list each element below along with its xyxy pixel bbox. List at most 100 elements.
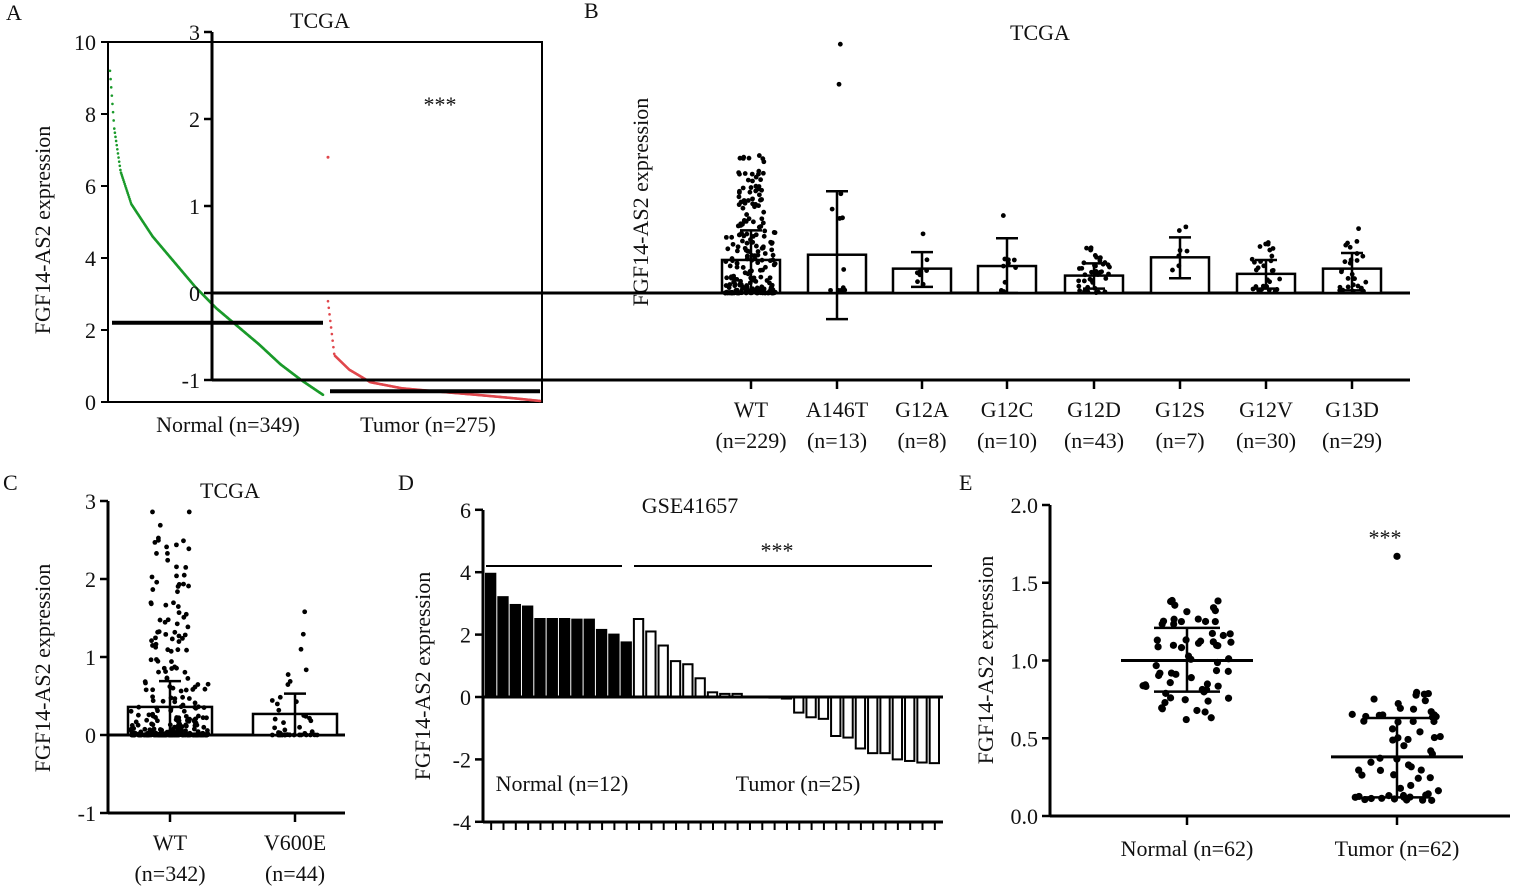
panel-label-b: B — [584, 0, 599, 23]
data-point — [744, 212, 750, 217]
data-point — [192, 704, 198, 710]
data-point — [1354, 258, 1360, 263]
data-point — [723, 259, 729, 264]
panel-c-y-tick-label: 1 — [85, 645, 96, 670]
data-point — [829, 206, 835, 212]
data-point — [180, 694, 185, 700]
data-point — [186, 546, 192, 552]
data-point — [924, 257, 930, 263]
panel-d-bar — [817, 696, 830, 720]
data-point — [914, 270, 920, 276]
data-point — [756, 153, 762, 158]
panel-b-n-label: (n=13) — [807, 428, 867, 453]
data-point — [1161, 699, 1169, 707]
data-point — [1169, 641, 1178, 649]
data-point — [157, 617, 163, 623]
panel-d-y-tick-label: -4 — [453, 810, 471, 835]
data-point — [1400, 742, 1408, 750]
data-point — [161, 665, 167, 671]
data-point — [756, 186, 762, 192]
panel-d-bar — [891, 696, 904, 761]
data-point — [196, 713, 201, 719]
panel-d-bar — [657, 644, 669, 699]
data-point — [1370, 695, 1378, 703]
data-point — [148, 657, 154, 663]
panel-c-y-tick-label: 2 — [85, 567, 96, 592]
data-point — [1257, 244, 1263, 249]
panel-d-significance: *** — [761, 538, 794, 563]
data-point — [724, 275, 730, 281]
data-point — [281, 720, 286, 726]
panel-e-y-tick-label: 1.5 — [1011, 571, 1039, 596]
data-point — [1345, 276, 1351, 281]
panel-b-n-label: (n=7) — [1155, 428, 1204, 453]
data-point — [762, 228, 768, 234]
data-point — [736, 202, 742, 208]
data-point — [1001, 263, 1006, 269]
data-point — [146, 712, 152, 718]
data-point — [1354, 239, 1360, 244]
data-point — [180, 635, 185, 641]
data-point — [327, 306, 331, 310]
data-point — [185, 676, 191, 681]
data-point — [204, 732, 210, 738]
data-point — [297, 724, 302, 730]
data-point — [144, 732, 149, 738]
data-point — [761, 159, 767, 165]
data-point — [186, 583, 191, 589]
data-point — [314, 732, 320, 738]
data-point — [153, 641, 159, 647]
panel-a-frame — [107, 41, 543, 403]
panel-d-y-tick-label: 2 — [460, 623, 471, 648]
data-point — [1355, 766, 1363, 774]
data-point — [170, 685, 176, 691]
data-point — [1416, 728, 1424, 736]
panel-d-bar — [534, 618, 546, 698]
data-point — [1224, 694, 1233, 702]
data-point — [755, 289, 761, 295]
data-point — [200, 732, 206, 738]
panel-b-y-tick-label: -1 — [182, 368, 200, 393]
data-point — [188, 732, 194, 738]
data-point — [169, 666, 175, 671]
data-point — [159, 727, 165, 733]
data-point — [174, 573, 179, 579]
panel-b-n-label: (n=8) — [897, 428, 946, 453]
panel-d-normal-label: Normal (n=12) — [496, 771, 629, 796]
data-point — [1176, 228, 1182, 233]
panel-a-y-tick-label: 8 — [85, 102, 96, 127]
data-point — [1089, 269, 1094, 275]
data-point — [758, 177, 764, 183]
data-point — [1171, 601, 1179, 609]
panel-a-y-tick-label: 2 — [85, 318, 96, 343]
panel-c-title: TCGA — [200, 478, 260, 503]
panel-b-title: TCGA — [1010, 20, 1070, 45]
data-point — [183, 565, 189, 570]
data-point — [725, 246, 731, 252]
panel-d-bar — [854, 696, 867, 750]
data-point — [1265, 240, 1271, 245]
data-point — [734, 260, 740, 266]
data-point — [1183, 608, 1191, 616]
data-point — [191, 726, 197, 732]
data-point — [108, 69, 112, 73]
data-point — [760, 290, 766, 296]
panel-d-bar — [558, 618, 571, 698]
panel-d-bar — [793, 696, 805, 714]
data-point — [1184, 248, 1190, 254]
panel-c-n-label: (n=342) — [134, 861, 205, 886]
panel-a-y-tick-label: 6 — [85, 174, 96, 199]
data-point — [180, 702, 186, 708]
data-point — [1407, 781, 1415, 790]
data-point — [730, 241, 736, 247]
data-point — [1227, 638, 1235, 646]
data-point — [750, 219, 756, 225]
chart-marks: 0246810-10123WT(n=229)A146T(n=13)G12A(n=… — [74, 20, 1510, 886]
data-point — [745, 198, 751, 203]
data-point — [731, 290, 737, 296]
panel-label-d: D — [398, 470, 414, 495]
data-point — [1177, 617, 1186, 626]
data-point — [1436, 732, 1444, 741]
data-point — [164, 675, 170, 681]
data-point — [737, 171, 742, 177]
